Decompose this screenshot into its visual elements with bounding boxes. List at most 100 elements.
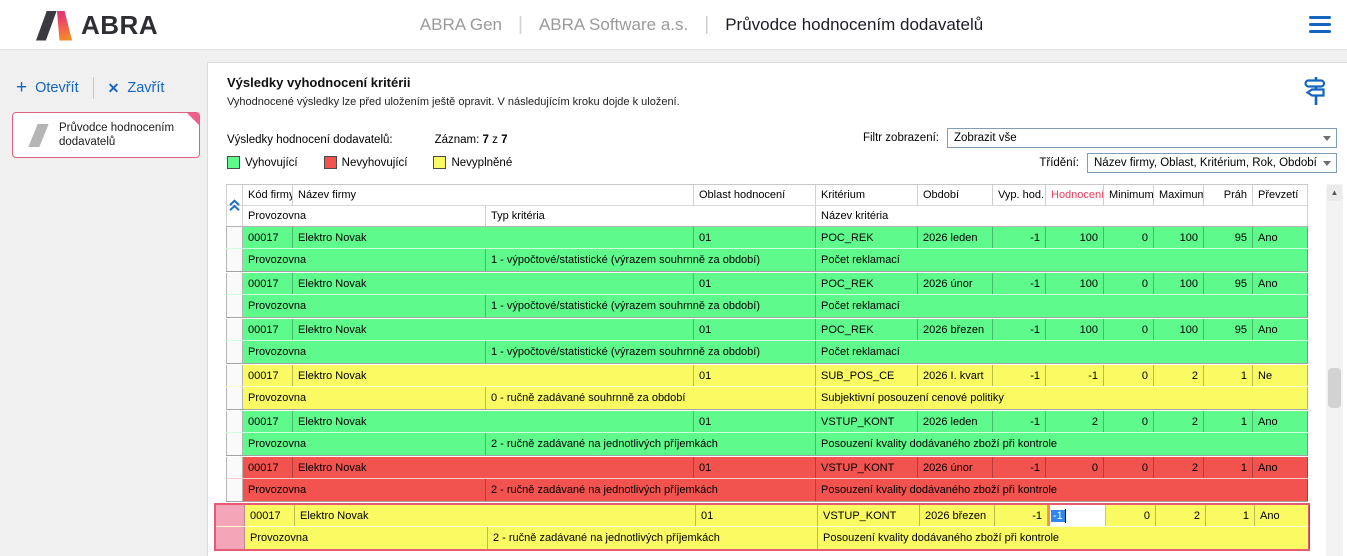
- cell-typ-kriteria[interactable]: 2 - ručně zadávané na jednotlivých příje…: [486, 433, 816, 455]
- table-row[interactable]: 00017 Elektro Novak 01 SUB_POS_CE 2026 I…: [226, 365, 1308, 410]
- cell-typ-kriteria[interactable]: 1 - výpočtové/statistické (výrazem souhr…: [486, 341, 816, 363]
- cell-vyp-hod[interactable]: -1: [993, 227, 1046, 248]
- cell-hodnoceni[interactable]: 100: [1046, 273, 1104, 294]
- table-row[interactable]: 00017 Elektro Novak 01 VSTUP_KONT 2026 b…: [214, 503, 1310, 551]
- col-header-minimum[interactable]: Minimum: [1104, 185, 1154, 205]
- cell-oblast[interactable]: 01: [696, 505, 818, 526]
- cell-oblast[interactable]: 01: [694, 227, 816, 248]
- cell-kriterium[interactable]: POC_REK: [816, 273, 918, 294]
- row-indicator[interactable]: [226, 479, 243, 501]
- cell-vyp-hod[interactable]: -1: [993, 273, 1046, 294]
- cell-hodnoceni[interactable]: 100: [1046, 227, 1104, 248]
- row-indicator[interactable]: [226, 457, 243, 478]
- cell-obdobi[interactable]: 2026 březen: [918, 319, 993, 340]
- cell-kod[interactable]: 00017: [243, 457, 293, 478]
- cell-typ-kriteria[interactable]: 1 - výpočtové/statistické (výrazem souhr…: [486, 249, 816, 271]
- cell-maximum[interactable]: 2: [1156, 505, 1206, 526]
- cell-minimum[interactable]: 0: [1104, 319, 1154, 340]
- row-indicator[interactable]: [226, 387, 243, 409]
- row-indicator[interactable]: [226, 273, 243, 294]
- cell-nazev[interactable]: Elektro Novak: [293, 411, 694, 432]
- cell-prevzeti[interactable]: Ano: [1253, 319, 1308, 340]
- cell-nazev[interactable]: Elektro Novak: [295, 505, 696, 526]
- col-header-provozovna[interactable]: Provozovna: [243, 206, 486, 226]
- row-indicator[interactable]: [226, 411, 243, 432]
- cell-prah[interactable]: 95: [1204, 319, 1253, 340]
- cell-nazev[interactable]: Elektro Novak: [293, 457, 694, 478]
- col-header-hodnoceni[interactable]: Hodnocení: [1046, 185, 1104, 205]
- row-indicator[interactable]: [226, 227, 243, 248]
- cell-maximum[interactable]: 2: [1154, 411, 1204, 432]
- row-indicator[interactable]: [226, 319, 243, 340]
- cell-typ-kriteria[interactable]: 0 - ručně zadávané souhrnně za období: [486, 387, 816, 409]
- cell-minimum[interactable]: 0: [1104, 273, 1154, 294]
- cell-vyp-hod[interactable]: -1: [993, 365, 1046, 386]
- scroll-thumb[interactable]: [1328, 368, 1341, 408]
- col-header-prevzeti[interactable]: Převzetí: [1253, 185, 1308, 205]
- cell-prah[interactable]: 1: [1204, 365, 1253, 386]
- cell-vyp-hod[interactable]: -1: [995, 505, 1048, 526]
- cell-typ-kriteria[interactable]: 2 - ručně zadávané na jednotlivých příje…: [486, 479, 816, 501]
- row-indicator[interactable]: [226, 433, 243, 455]
- cell-provozovna[interactable]: Provozovna: [243, 433, 486, 455]
- scroll-up-button[interactable]: ▲: [1327, 185, 1342, 201]
- cell-minimum[interactable]: 0: [1104, 457, 1154, 478]
- company-name-link[interactable]: ABRA Software a.s.: [538, 15, 689, 34]
- cell-minimum[interactable]: 0: [1106, 505, 1156, 526]
- cell-obdobi[interactable]: 2026 březen: [920, 505, 995, 526]
- cell-kriterium[interactable]: SUB_POS_CE: [816, 365, 918, 386]
- cell-oblast[interactable]: 01: [694, 411, 816, 432]
- table-row[interactable]: 00017 Elektro Novak 01 POC_REK 2026 břez…: [226, 319, 1308, 364]
- cell-kod[interactable]: 00017: [243, 411, 293, 432]
- cell-nazev[interactable]: Elektro Novak: [293, 319, 694, 340]
- cell-hodnoceni[interactable]: 0: [1046, 457, 1104, 478]
- cell-maximum[interactable]: 100: [1154, 273, 1204, 294]
- col-header-oblast[interactable]: Oblast hodnocení: [694, 185, 816, 205]
- vertical-scrollbar[interactable]: ▲: [1326, 184, 1343, 556]
- col-header-kod[interactable]: Kód firmy: [243, 185, 293, 205]
- cell-prevzeti[interactable]: Ano: [1253, 273, 1308, 294]
- cell-hodnoceni[interactable]: -1: [1046, 365, 1104, 386]
- cell-provozovna[interactable]: Provozovna: [243, 341, 486, 363]
- row-indicator[interactable]: [226, 249, 243, 271]
- cell-obdobi[interactable]: 2026 leden: [918, 411, 993, 432]
- cell-nazev-kriteria[interactable]: Posouzení kvality dodávaného zboží při k…: [816, 433, 1308, 455]
- col-header-maximum[interactable]: Maximum: [1154, 185, 1204, 205]
- row-indicator[interactable]: [216, 527, 245, 549]
- cell-nazev[interactable]: Elektro Novak: [293, 227, 694, 248]
- cell-prah[interactable]: 95: [1204, 227, 1253, 248]
- cell-kriterium[interactable]: VSTUP_KONT: [816, 411, 918, 432]
- cell-kod[interactable]: 00017: [243, 365, 293, 386]
- cell-prah[interactable]: 1: [1206, 505, 1255, 526]
- col-header-vyp-hod[interactable]: Vyp. hod.: [993, 185, 1046, 205]
- cell-vyp-hod[interactable]: -1: [993, 319, 1046, 340]
- cell-provozovna[interactable]: Provozovna: [243, 249, 486, 271]
- cell-vyp-hod[interactable]: -1: [993, 457, 1046, 478]
- cell-maximum[interactable]: 100: [1154, 319, 1204, 340]
- cell-prevzeti[interactable]: Ano: [1255, 505, 1310, 526]
- cell-prah[interactable]: 1: [1204, 411, 1253, 432]
- cell-oblast[interactable]: 01: [694, 457, 816, 478]
- table-row[interactable]: 00017 Elektro Novak 01 POC_REK 2026 lede…: [226, 227, 1308, 272]
- cell-minimum[interactable]: 0: [1104, 411, 1154, 432]
- cell-vyp-hod[interactable]: -1: [993, 411, 1046, 432]
- cell-obdobi[interactable]: 2026 I. kvart: [918, 365, 993, 386]
- cell-prevzeti[interactable]: Ano: [1253, 457, 1308, 478]
- cell-typ-kriteria[interactable]: 2 - ručně zadávané na jednotlivých příje…: [488, 527, 818, 549]
- cell-kriterium[interactable]: VSTUP_KONT: [816, 457, 918, 478]
- cell-oblast[interactable]: 01: [694, 273, 816, 294]
- cell-kod[interactable]: 00017: [243, 319, 293, 340]
- cell-prah[interactable]: 95: [1204, 273, 1253, 294]
- row-indicator[interactable]: [216, 505, 245, 526]
- open-button[interactable]: + Otevřít: [16, 78, 79, 97]
- cell-obdobi[interactable]: 2026 únor: [918, 457, 993, 478]
- table-row[interactable]: 00017 Elektro Novak 01 VSTUP_KONT 2026 ú…: [226, 457, 1308, 502]
- cell-provozovna[interactable]: Provozovna: [243, 295, 486, 317]
- menu-icon[interactable]: [1309, 16, 1331, 33]
- cell-maximum[interactable]: 2: [1154, 457, 1204, 478]
- cell-obdobi[interactable]: 2026 leden: [918, 227, 993, 248]
- wizard-card[interactable]: Průvodce hodnocením dodavatelů: [12, 112, 200, 158]
- cell-nazev-kriteria[interactable]: Počet reklamací: [816, 341, 1308, 363]
- col-header-kriterium[interactable]: Kritérium: [816, 185, 918, 205]
- table-row[interactable]: 00017 Elektro Novak 01 POC_REK 2026 únor…: [226, 273, 1308, 318]
